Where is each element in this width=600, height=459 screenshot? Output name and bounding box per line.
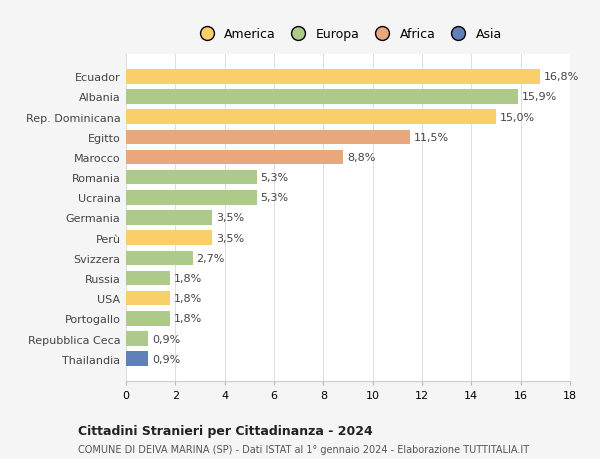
Bar — [126, 90, 518, 105]
Bar — [126, 151, 343, 165]
Bar — [126, 331, 148, 346]
Text: 2,7%: 2,7% — [196, 253, 224, 263]
Text: 1,8%: 1,8% — [174, 294, 202, 303]
Bar — [126, 291, 170, 306]
Bar — [126, 352, 148, 366]
Text: Cittadini Stranieri per Cittadinanza - 2024: Cittadini Stranieri per Cittadinanza - 2… — [78, 425, 373, 437]
Text: 5,3%: 5,3% — [260, 173, 289, 183]
Bar — [126, 271, 170, 285]
Bar — [126, 70, 541, 84]
Text: 3,5%: 3,5% — [216, 233, 244, 243]
Text: 3,5%: 3,5% — [216, 213, 244, 223]
Text: 5,3%: 5,3% — [260, 193, 289, 203]
Text: 16,8%: 16,8% — [544, 72, 580, 82]
Bar — [126, 211, 212, 225]
Text: 0,9%: 0,9% — [152, 334, 180, 344]
Text: 15,0%: 15,0% — [500, 112, 535, 123]
Bar — [126, 231, 212, 246]
Bar — [126, 311, 170, 326]
Text: COMUNE DI DEIVA MARINA (SP) - Dati ISTAT al 1° gennaio 2024 - Elaborazione TUTTI: COMUNE DI DEIVA MARINA (SP) - Dati ISTAT… — [78, 444, 529, 454]
Bar — [126, 171, 257, 185]
Text: 11,5%: 11,5% — [413, 133, 448, 142]
Legend: America, Europa, Africa, Asia: America, Europa, Africa, Asia — [191, 25, 505, 44]
Bar — [126, 190, 257, 205]
Bar — [126, 130, 410, 145]
Text: 8,8%: 8,8% — [347, 153, 375, 162]
Text: 1,8%: 1,8% — [174, 274, 202, 283]
Bar — [126, 251, 193, 265]
Bar — [126, 110, 496, 125]
Text: 15,9%: 15,9% — [522, 92, 557, 102]
Text: 1,8%: 1,8% — [174, 313, 202, 324]
Text: 0,9%: 0,9% — [152, 354, 180, 364]
